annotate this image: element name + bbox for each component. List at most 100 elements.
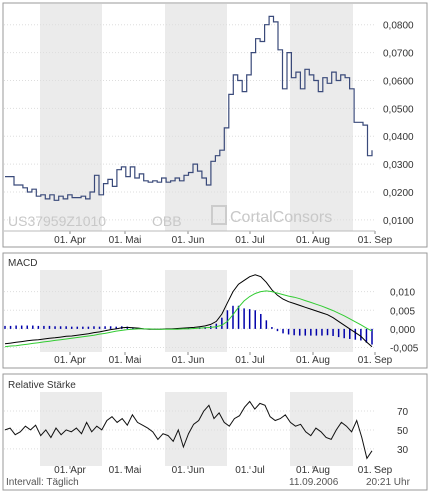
macd-histogram-bar — [293, 328, 295, 336]
price-series-0 — [5, 15, 373, 201]
rsi-line — [4, 400, 373, 460]
macd-histogram-bar — [254, 310, 256, 329]
watermark-brand: CortalConsors — [230, 209, 332, 226]
price-x-tick-label: 01. Jul — [235, 235, 264, 246]
macd-x-tick-label: 01. Jul — [235, 355, 264, 366]
footer-interval: Intervall: Täglich — [6, 477, 79, 488]
macd-y-axis: 0,010 0,005 0,000 -0,005 — [390, 288, 419, 355]
price-y-tick-label: 0,0600 — [383, 76, 414, 87]
macd-title: MACD — [8, 258, 37, 269]
macd-x-tick-label: 01. Jun — [172, 355, 205, 366]
macd-histogram-bar — [104, 326, 106, 329]
macd-histogram-bar — [265, 320, 268, 329]
macd-histogram-bar — [115, 326, 117, 329]
price-y-tick-label: 0,0400 — [383, 132, 414, 143]
rsi-x-tick-label: 01. Sep — [358, 465, 393, 476]
macd-y-tick-label: -0,005 — [390, 344, 419, 355]
price-y-tick-label: 0,0700 — [383, 49, 414, 60]
watermark-isin: US37959Z1010 — [8, 213, 106, 229]
macd-histogram-bar — [310, 328, 312, 336]
macd-histogram-bar — [326, 328, 329, 336]
macd-y-tick-label: 0,010 — [390, 288, 415, 299]
macd-series-1 — [4, 290, 373, 348]
macd-panel: MACD 0,010 0,005 0,000 -0,005 01. Apr 01. Ma… — [2, 252, 428, 369]
price-y-tick-label: 0,0200 — [383, 188, 414, 199]
price-y-tick-label: 0,0300 — [383, 160, 414, 171]
macd-histogram-bar — [371, 328, 373, 345]
price-y-tick-label: 0,0800 — [383, 21, 414, 32]
macd-histogram-bar — [20, 325, 23, 329]
price-panel: US37959Z1010 OBB CortalConsors 0,0800 0,0… — [2, 2, 428, 248]
macd-histogram-bar — [332, 328, 334, 336]
macd-histogram-bar — [59, 326, 62, 329]
rsi-x-axis: 01. Apr 01. Mai 01. Jun 01. Jul 01. Aug 01. S… — [54, 465, 393, 476]
macd-histogram-bar — [360, 328, 362, 341]
price-gridlines — [4, 24, 375, 221]
macd-histogram-bar — [282, 328, 284, 334]
macd-histogram-bar — [365, 328, 368, 343]
rsi-band-apr — [40, 392, 102, 466]
rsi-y-tick-label: 70 — [397, 407, 409, 418]
macd-histogram-bar — [98, 326, 101, 329]
macd-histogram-bar — [315, 328, 318, 336]
rsi-band-aug — [290, 392, 353, 466]
rsi-gridlines — [4, 410, 375, 450]
macd-histogram-bar — [93, 326, 95, 329]
macd-histogram-bar — [354, 328, 357, 340]
macd-band-aug — [290, 270, 353, 352]
macd-histogram-bar — [65, 326, 67, 329]
price-x-tick-label: 01. Sep — [358, 235, 393, 246]
macd-histogram-bar — [70, 326, 73, 329]
macd-histogram-bar — [260, 313, 262, 329]
rsi-x-tick-label: 01. Jun — [172, 465, 205, 476]
price-band-aug — [290, 4, 353, 231]
macd-histogram-bar — [109, 326, 112, 329]
watermark-exchange: OBB — [152, 213, 182, 229]
footer-time: 20:21 Uhr — [366, 477, 411, 488]
macd-x-tick-label: 01. Apr — [54, 355, 86, 366]
macd-histogram-bar — [298, 328, 301, 336]
macd-histogram-bar — [248, 309, 251, 329]
macd-histogram-bar — [243, 308, 245, 329]
macd-histogram-bar — [276, 328, 279, 332]
macd-y-tick-label: 0,000 — [390, 325, 415, 336]
price-band-apr — [40, 4, 102, 231]
rsi-x-tick-label: 01. Jul — [235, 465, 264, 476]
macd-histogram-bar — [304, 328, 307, 336]
macd-x-tick-label: 01. Mai — [109, 355, 142, 366]
price-x-tick-label: 01. Aug — [296, 235, 330, 246]
watermark-logo-icon — [211, 205, 227, 225]
macd-histogram-bar — [187, 327, 190, 329]
rsi-y-axis: 70 50 30 — [397, 407, 409, 456]
macd-histogram-bar — [43, 325, 45, 329]
price-x-tick-label: 01. Apr — [54, 235, 86, 246]
macd-histogram-bar — [343, 328, 345, 339]
macd-histogram-bar — [349, 328, 351, 339]
macd-histogram-bar — [287, 328, 290, 335]
price-band-jun — [165, 4, 227, 231]
macd-histogram-bar — [232, 305, 234, 329]
macd-x-tick-label: 01. Sep — [358, 355, 393, 366]
macd-histogram-bar — [82, 326, 84, 329]
rsi-y-tick-label: 30 — [397, 445, 409, 456]
macd-band-jun — [165, 270, 227, 352]
macd-series-0 — [4, 274, 373, 348]
footer-date: 11.09.2006 — [289, 477, 339, 488]
macd-x-axis: 01. Apr 01. Mai 01. Jun 01. Jul 01. Aug 01. S… — [54, 352, 393, 366]
rsi-title: Relative Stärke — [8, 380, 76, 391]
macd-histogram-bar — [271, 327, 273, 329]
macd-lines — [4, 274, 373, 348]
macd-histogram-bar — [26, 325, 28, 329]
macd-histogram-bar — [226, 310, 229, 329]
price-y-tick-label: 0,0100 — [383, 216, 414, 227]
macd-x-tick-label: 01. Aug — [296, 355, 330, 366]
macd-band-apr — [40, 270, 102, 352]
macd-histogram-bar — [76, 326, 79, 329]
macd-histogram-bar — [54, 326, 56, 329]
price-x-tick-label: 01. Mai — [109, 235, 142, 246]
macd-histogram-bar — [32, 325, 34, 329]
macd-histogram-bar — [237, 305, 240, 329]
macd-histogram-bar — [48, 325, 51, 329]
